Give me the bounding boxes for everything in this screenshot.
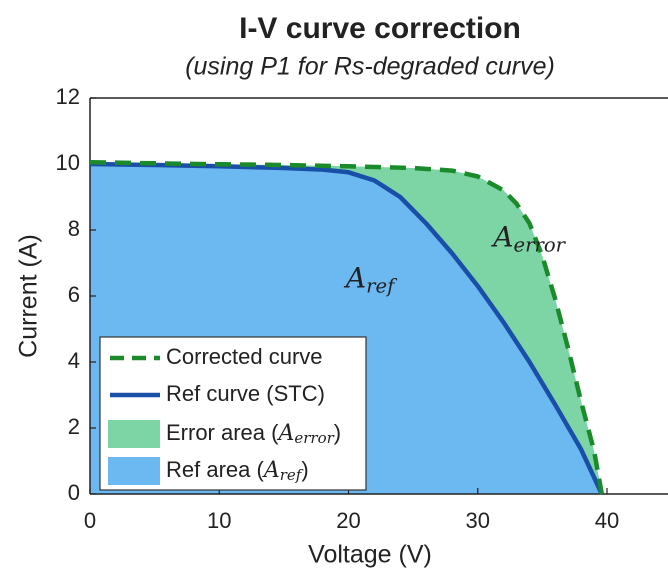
y-tick-label: 8: [68, 216, 80, 241]
series-line: [89, 160, 605, 495]
legend-label: Ref area (Aref): [166, 457, 309, 484]
y-axis-label: Current (A): [15, 234, 43, 358]
legend-label: Error area (Aerror): [166, 420, 341, 447]
x-axis-label: Voltage (V): [308, 541, 432, 569]
series-line: [89, 161, 604, 495]
chart-subtitle: (using P1 for Rs-degraded curve): [185, 53, 555, 81]
y-tick-label: 2: [68, 414, 80, 439]
annotation-base: A: [490, 220, 513, 253]
x-tick-label: 0: [84, 508, 96, 533]
annotation: Aerror: [490, 220, 566, 256]
annotation: Aref: [343, 261, 398, 297]
y-tick-label: 10: [56, 150, 80, 175]
legend-label: Ref curve (STC): [166, 381, 325, 406]
y-tick-label: 12: [56, 84, 80, 109]
annotation-sub: ref: [366, 274, 398, 297]
x-tick-label: 40: [595, 508, 619, 533]
legend-swatch: [108, 457, 160, 485]
legend-label: Corrected curve: [166, 344, 323, 369]
y-tick-label: 4: [68, 348, 80, 373]
legend-swatch: [108, 420, 160, 448]
annotation-base: A: [343, 261, 366, 294]
x-tick-label: 30: [466, 508, 490, 533]
x-tick-label: 20: [336, 508, 360, 533]
chart-title: I-V curve correction: [239, 12, 521, 45]
y-tick-label: 0: [68, 480, 80, 505]
annotation-sub: error: [513, 233, 566, 256]
x-tick-label: 10: [207, 508, 231, 533]
error-area: [90, 162, 602, 495]
y-tick-label: 6: [68, 282, 80, 307]
